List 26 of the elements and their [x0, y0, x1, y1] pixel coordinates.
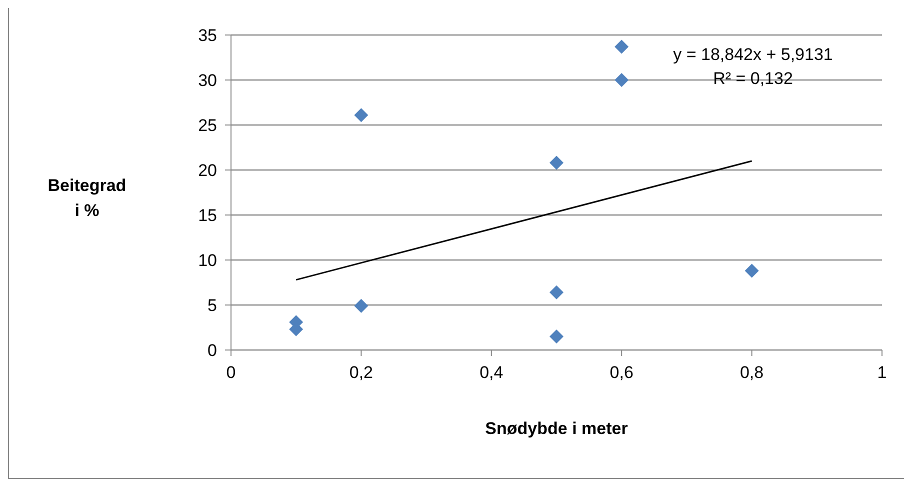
x-tick-label: 1	[877, 363, 887, 382]
point	[550, 330, 564, 344]
y-tick-label: 5	[208, 296, 217, 316]
y-tick-label: 10	[198, 251, 217, 270]
y-tick-label: 25	[198, 116, 217, 136]
point	[354, 108, 368, 122]
y-tick-label: 35	[198, 26, 217, 46]
point	[614, 40, 629, 54]
annotation: y = 18,842x + 5,9131	[673, 45, 833, 64]
x-axis-title: Snødybde i meter	[485, 419, 628, 438]
y-tick-label: 20	[198, 161, 217, 180]
x-tick-label: 0,8	[740, 363, 764, 382]
point	[354, 298, 368, 313]
point	[550, 156, 564, 170]
x-tick-label: 0,4	[480, 363, 504, 382]
point	[744, 264, 759, 278]
annotation: R² = 0,132	[713, 69, 793, 88]
point	[614, 73, 629, 87]
x-tick-label: 0,2	[349, 363, 374, 382]
x-tick-label: 0,6	[610, 363, 634, 382]
point	[550, 285, 564, 300]
y-axis-title: Beitegrad i %	[48, 176, 126, 220]
y-tick-label: 15	[198, 206, 217, 226]
y-tick-label: 0	[208, 341, 217, 360]
x-tick-label: 0	[226, 363, 236, 382]
y-tick-label: 30	[198, 71, 217, 90]
